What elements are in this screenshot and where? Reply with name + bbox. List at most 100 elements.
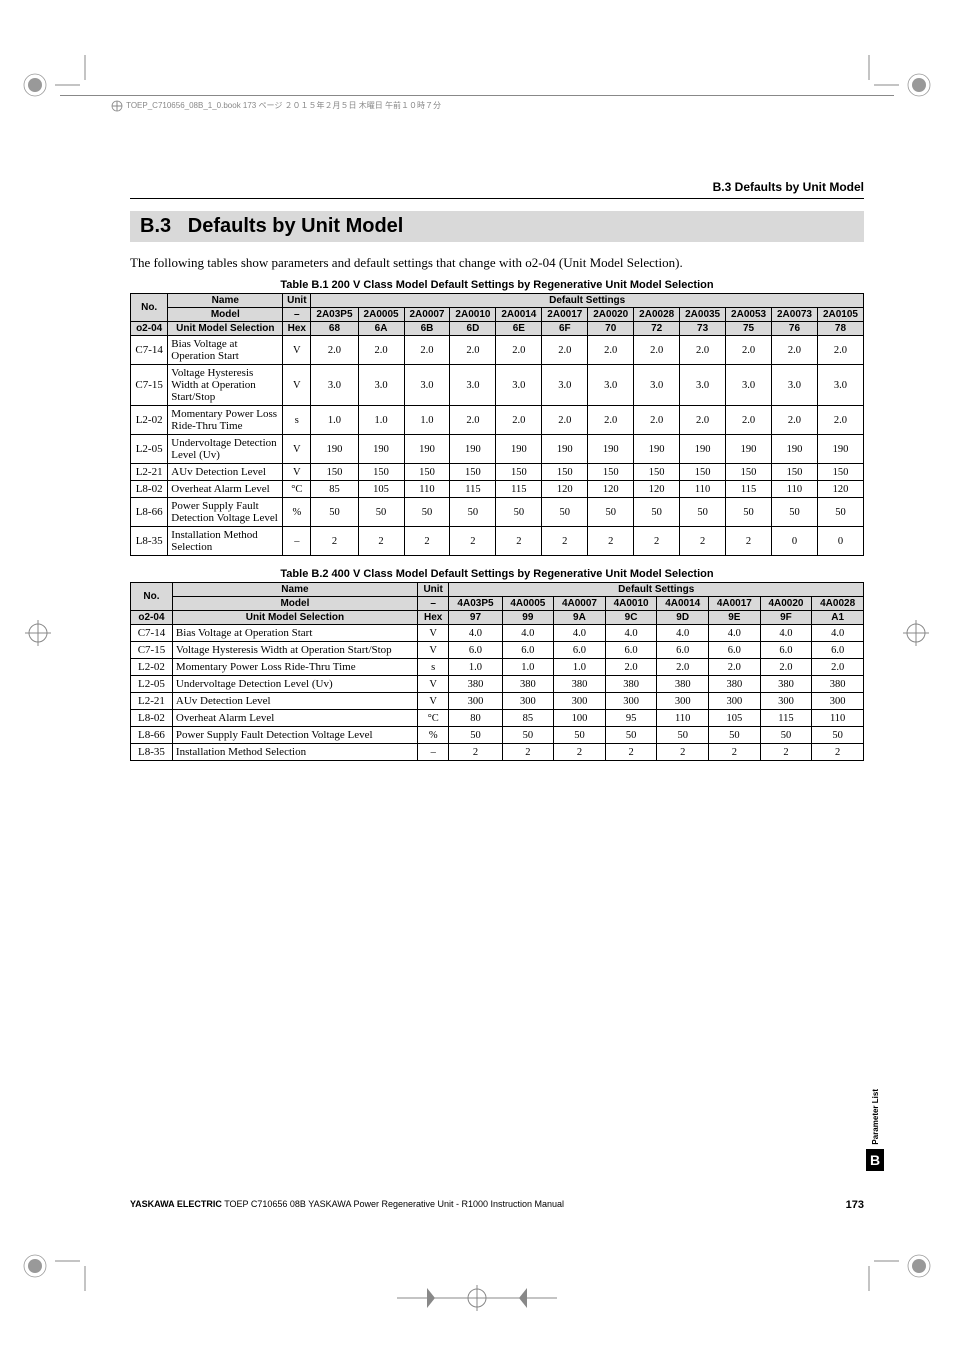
param-value: 190 bbox=[496, 435, 542, 464]
model-header: 2A0020 bbox=[588, 308, 634, 322]
param-value: 2.0 bbox=[450, 336, 496, 365]
hex-header: 70 bbox=[588, 322, 634, 336]
footer-text: TOEP C710656 08B YASKAWA Power Regenerat… bbox=[224, 1199, 564, 1209]
table-row: C7-14Bias Voltage at Operation StartV4.0… bbox=[131, 625, 864, 642]
param-value: 50 bbox=[760, 727, 812, 744]
param-value: 3.0 bbox=[404, 365, 450, 406]
param-value: 6.0 bbox=[657, 642, 709, 659]
section-title: Defaults by Unit Model bbox=[188, 215, 404, 237]
param-name: Overheat Alarm Level bbox=[168, 481, 283, 498]
param-no: L2-05 bbox=[131, 676, 173, 693]
param-no: L2-02 bbox=[131, 659, 173, 676]
param-value: 3.0 bbox=[450, 365, 496, 406]
param-value: 3.0 bbox=[772, 365, 818, 406]
col-no: No. bbox=[131, 583, 173, 611]
param-value: 380 bbox=[554, 676, 606, 693]
param-value: 2.0 bbox=[605, 659, 657, 676]
param-unit: V bbox=[283, 464, 311, 481]
param-value: 85 bbox=[311, 481, 358, 498]
param-value: 2 bbox=[311, 527, 358, 556]
param-no: L8-02 bbox=[131, 481, 168, 498]
param-value: 2 bbox=[502, 744, 554, 761]
param-value: 2 bbox=[605, 744, 657, 761]
hex-header: 6E bbox=[496, 322, 542, 336]
param-value: 50 bbox=[709, 727, 761, 744]
param-value: 2.0 bbox=[496, 336, 542, 365]
param-value: 50 bbox=[358, 498, 404, 527]
param-value: 2 bbox=[657, 744, 709, 761]
param-value: 3.0 bbox=[680, 365, 726, 406]
hex-header: 99 bbox=[502, 611, 554, 625]
hex-header: 6D bbox=[450, 322, 496, 336]
table-row: L2-21AUv Detection LevelV300300300300300… bbox=[131, 693, 864, 710]
param-name: Installation Method Selection bbox=[172, 744, 417, 761]
param-value: 110 bbox=[772, 481, 818, 498]
param-unit: % bbox=[417, 727, 449, 744]
param-name: AUv Detection Level bbox=[172, 693, 417, 710]
param-unit: °C bbox=[417, 710, 449, 727]
param-value: 50 bbox=[450, 498, 496, 527]
model-header: 2A0017 bbox=[542, 308, 588, 322]
param-value: 115 bbox=[760, 710, 812, 727]
param-value: 50 bbox=[542, 498, 588, 527]
row-model-label: Model bbox=[172, 597, 417, 611]
register-mark-right bbox=[903, 620, 929, 646]
param-value: 190 bbox=[450, 435, 496, 464]
hex-header: 97 bbox=[449, 611, 502, 625]
param-value: 2 bbox=[404, 527, 450, 556]
model-header: 2A0014 bbox=[496, 308, 542, 322]
hex-header: 75 bbox=[726, 322, 772, 336]
param-value: 2 bbox=[542, 527, 588, 556]
param-unit: s bbox=[283, 406, 311, 435]
param-value: 2 bbox=[726, 527, 772, 556]
table-row: L8-02Overheat Alarm Level°C8510511011511… bbox=[131, 481, 864, 498]
hex-header: 78 bbox=[817, 322, 863, 336]
table-row: C7-15Voltage Hysteresis Width at Operati… bbox=[131, 365, 864, 406]
o2-no: o2-04 bbox=[131, 611, 173, 625]
param-unit: V bbox=[417, 676, 449, 693]
table-row: L8-66Power Supply Fault Detection Voltag… bbox=[131, 727, 864, 744]
param-value: 115 bbox=[496, 481, 542, 498]
param-value: 120 bbox=[634, 481, 680, 498]
param-value: 2.0 bbox=[542, 336, 588, 365]
param-value: 1.0 bbox=[404, 406, 450, 435]
o2-name: Unit Model Selection bbox=[168, 322, 283, 336]
param-name: AUv Detection Level bbox=[168, 464, 283, 481]
side-tab-label: Parameter List bbox=[871, 1089, 880, 1145]
param-value: 2.0 bbox=[680, 406, 726, 435]
model-header: 2A0005 bbox=[358, 308, 404, 322]
param-value: 4.0 bbox=[760, 625, 812, 642]
o2-no: o2-04 bbox=[131, 322, 168, 336]
table1-caption: Table B.1 200 V Class Model Default Sett… bbox=[130, 279, 864, 291]
param-value: 4.0 bbox=[449, 625, 502, 642]
cropmark-top-left bbox=[55, 55, 95, 100]
param-value: 150 bbox=[588, 464, 634, 481]
param-value: 2.0 bbox=[404, 336, 450, 365]
intro-text: The following tables show parameters and… bbox=[130, 255, 864, 271]
param-value: 190 bbox=[772, 435, 818, 464]
table-row: L2-02Momentary Power Loss Ride-Thru Time… bbox=[131, 659, 864, 676]
param-name: Power Supply Fault Detection Voltage Lev… bbox=[168, 498, 283, 527]
param-name: Bias Voltage at Operation Start bbox=[172, 625, 417, 642]
param-value: 6.0 bbox=[502, 642, 554, 659]
side-tab-letter: B bbox=[866, 1149, 884, 1171]
param-value: 150 bbox=[404, 464, 450, 481]
param-value: 50 bbox=[634, 498, 680, 527]
param-value: 2 bbox=[634, 527, 680, 556]
param-value: 1.0 bbox=[502, 659, 554, 676]
param-unit: V bbox=[283, 336, 311, 365]
param-value: 2 bbox=[760, 744, 812, 761]
param-value: 2.0 bbox=[450, 406, 496, 435]
model-header: 2A0028 bbox=[634, 308, 680, 322]
model-header: 2A0105 bbox=[817, 308, 863, 322]
param-value: 6.0 bbox=[709, 642, 761, 659]
param-value: 6.0 bbox=[812, 642, 864, 659]
row-model-unit: – bbox=[417, 597, 449, 611]
table-row: L8-35Installation Method Selection–22222… bbox=[131, 527, 864, 556]
hex-header: 72 bbox=[634, 322, 680, 336]
model-header: 2A0053 bbox=[726, 308, 772, 322]
model-header: 4A0014 bbox=[657, 597, 709, 611]
param-name: Undervoltage Detection Level (Uv) bbox=[172, 676, 417, 693]
hex-header: 9F bbox=[760, 611, 812, 625]
param-value: 150 bbox=[680, 464, 726, 481]
